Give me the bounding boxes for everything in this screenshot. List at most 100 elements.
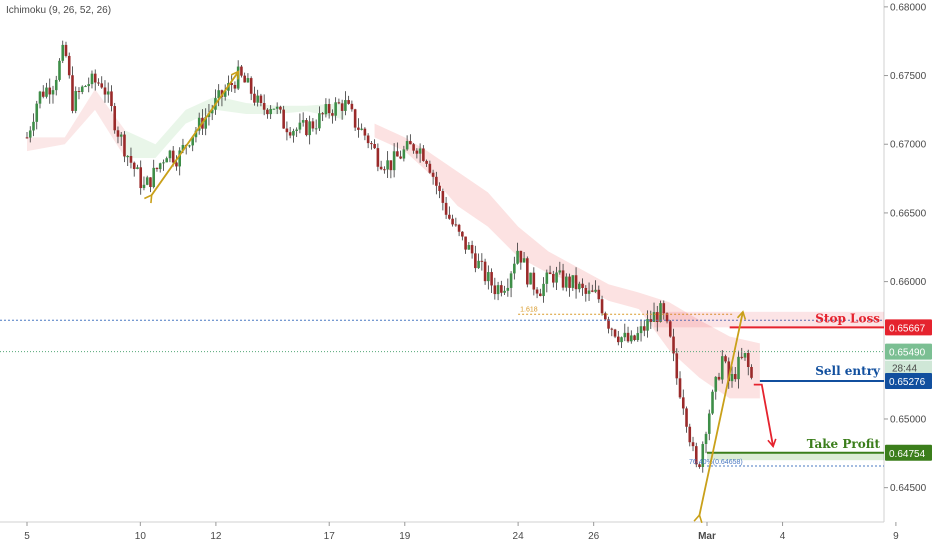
- candle-body: [668, 321, 672, 337]
- candle-body: [616, 336, 620, 343]
- candle-body: [139, 167, 143, 189]
- take-profit-price-tag: 0.64754: [889, 449, 926, 460]
- x-tick-label: 17: [324, 531, 336, 542]
- candle-body: [64, 44, 68, 56]
- candle-body: [574, 275, 578, 290]
- candle-body: [142, 184, 146, 189]
- candle-body: [646, 319, 649, 331]
- sell-entry-price-tag: 0.65276: [889, 377, 926, 388]
- candle-body: [714, 376, 718, 392]
- candle-body: [272, 108, 276, 110]
- candle-body: [480, 260, 484, 262]
- candle-body: [392, 151, 396, 171]
- x-tick-label: 9: [893, 531, 899, 542]
- candle-body: [610, 328, 614, 330]
- sell-entry-price-tag-bg: [885, 373, 932, 390]
- candle-body: [285, 128, 289, 133]
- candle-body: [532, 272, 536, 290]
- candle-body: [633, 335, 636, 340]
- candle-body: [58, 60, 61, 80]
- indicator-label[interactable]: Ichimoku (9, 26, 52, 26): [6, 5, 112, 16]
- candle-body: [77, 91, 81, 93]
- candle-body: [675, 353, 679, 379]
- candle-body: [175, 162, 178, 167]
- candle-body: [353, 109, 357, 128]
- candle-body: [155, 167, 159, 170]
- candle-body: [327, 104, 331, 114]
- candle-body: [288, 132, 292, 136]
- y-tick-label: 0.66000: [890, 277, 927, 288]
- candle-body: [724, 356, 727, 362]
- candle-body: [516, 250, 519, 264]
- stop-loss-price-tag-bg: [885, 319, 932, 336]
- candle-body: [740, 356, 744, 358]
- candle-body: [324, 104, 328, 115]
- candle-body: [737, 356, 740, 380]
- target-arrow: [753, 383, 777, 449]
- candle-body: [292, 130, 295, 136]
- candle-body: [301, 120, 305, 123]
- candle-body: [383, 169, 386, 171]
- candle-body: [685, 408, 688, 427]
- current-price-tag: 0.65490: [889, 348, 926, 359]
- candle-body: [678, 378, 682, 398]
- x-tick-label: 19: [399, 531, 411, 542]
- candle-body: [548, 272, 552, 275]
- candle-body: [376, 148, 380, 167]
- candle-body: [711, 391, 714, 414]
- candle-body: [649, 319, 653, 322]
- candle-body: [93, 73, 97, 83]
- candle-body: [126, 155, 130, 157]
- candle-body: [444, 202, 448, 215]
- y-tick-label: 0.64500: [890, 483, 927, 494]
- candle-body: [298, 122, 302, 130]
- candle-body: [113, 106, 117, 131]
- candle-body: [681, 397, 685, 409]
- candle-body: [67, 55, 71, 76]
- candle-body: [331, 113, 334, 116]
- candle-body: [249, 78, 253, 94]
- candle-body: [746, 353, 750, 367]
- candle-body: [565, 276, 568, 288]
- candle-body: [80, 86, 84, 92]
- candle-body: [539, 293, 542, 297]
- candle-body: [496, 285, 500, 295]
- candle-body: [136, 167, 139, 169]
- candle-body: [61, 44, 65, 61]
- candle-body: [28, 130, 32, 138]
- x-tick-label: Mar: [698, 531, 716, 542]
- y-tick-label: 0.67500: [890, 71, 927, 82]
- candle-body: [188, 145, 191, 147]
- candle-body: [717, 376, 721, 380]
- candle-body: [275, 106, 279, 109]
- candle-body: [464, 236, 467, 250]
- candle-body: [415, 150, 419, 154]
- candle-body: [399, 156, 402, 159]
- candle-body: [366, 135, 370, 144]
- candle-body: [373, 144, 376, 149]
- candle-body: [500, 285, 503, 293]
- candle-body: [370, 143, 373, 145]
- take-profit-price-tag-bg: [885, 444, 932, 461]
- candle-body: [513, 263, 516, 274]
- candle-body: [51, 90, 55, 95]
- candle-body: [626, 332, 630, 342]
- candle-body: [730, 374, 734, 382]
- candle-body: [233, 84, 237, 89]
- candle-body: [613, 329, 617, 337]
- candle-body: [597, 289, 601, 300]
- x-tick-label: 4: [780, 531, 786, 542]
- candle-body: [594, 289, 597, 292]
- candle-body: [363, 128, 367, 136]
- candle-body: [487, 272, 490, 282]
- candle-body: [360, 128, 363, 130]
- candle-body: [581, 283, 584, 288]
- candle-body: [344, 100, 347, 111]
- candle-body: [119, 134, 123, 137]
- candle-body: [103, 87, 107, 95]
- candle-body: [314, 128, 318, 130]
- candle-body: [282, 109, 285, 129]
- candle-body: [470, 245, 474, 254]
